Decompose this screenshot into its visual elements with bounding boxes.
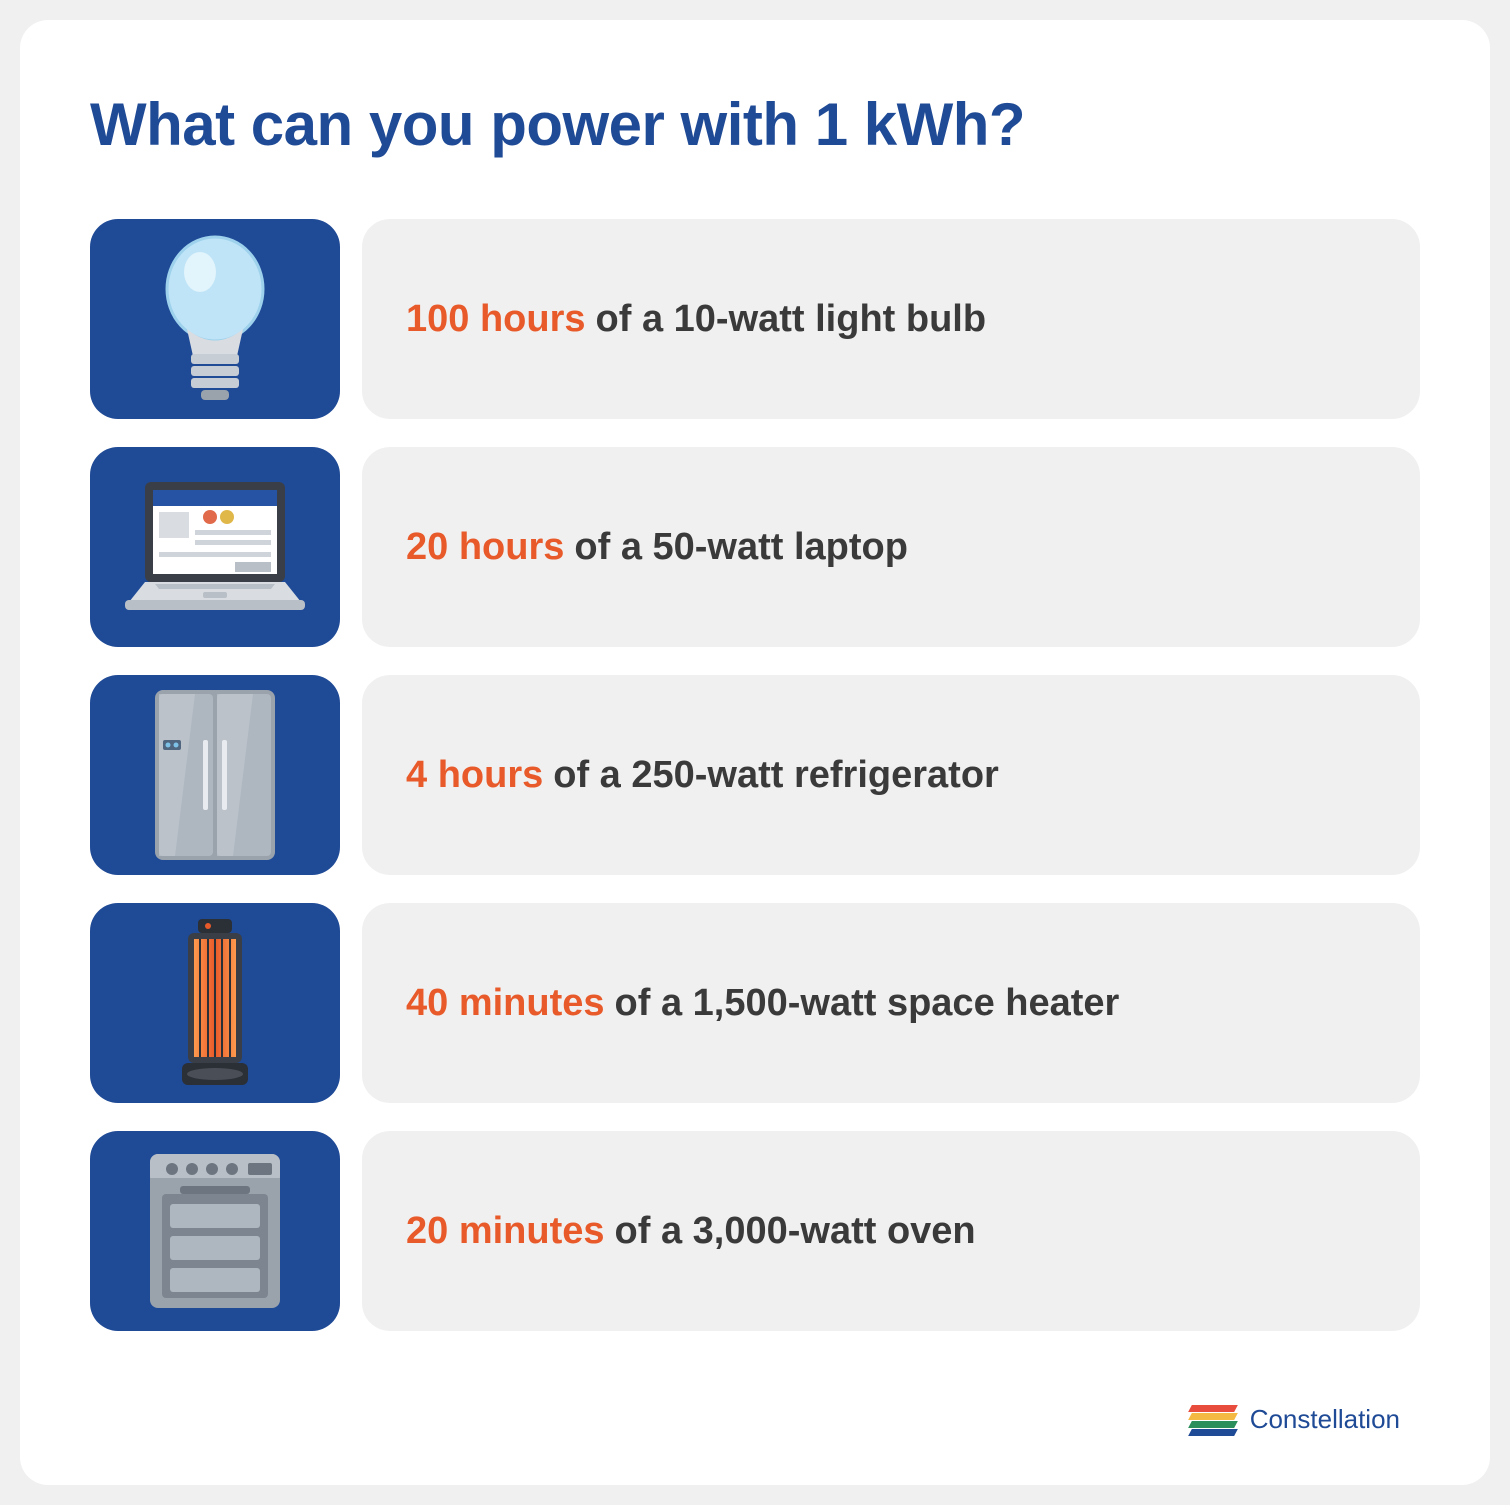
icon-box bbox=[90, 1131, 340, 1331]
icon-box bbox=[90, 903, 340, 1103]
constellation-logo-icon bbox=[1190, 1405, 1236, 1435]
item-text: 40 minutes of a 1,500-watt space heater bbox=[362, 903, 1420, 1103]
item-highlight: 100 hours bbox=[406, 298, 586, 341]
item-rest: of a 10-watt light bulb bbox=[596, 298, 987, 341]
item-rest: of a 1,500-watt space heater bbox=[615, 982, 1120, 1025]
heater-icon bbox=[170, 913, 260, 1093]
footer-logo: Constellation bbox=[1190, 1404, 1400, 1435]
icon-box bbox=[90, 219, 340, 419]
item-text: 20 hours of a 50-watt laptop bbox=[362, 447, 1420, 647]
lightbulb-icon bbox=[155, 234, 275, 404]
item-text: 4 hours of a 250-watt refrigerator bbox=[362, 675, 1420, 875]
logo-stripe bbox=[1188, 1405, 1238, 1412]
item-list: 100 hours of a 10-watt light bulb bbox=[90, 219, 1420, 1331]
item-rest: of a 250-watt refrigerator bbox=[553, 754, 999, 797]
oven-icon bbox=[140, 1146, 290, 1316]
item-highlight: 40 minutes bbox=[406, 982, 605, 1025]
item-rest: of a 50-watt laptop bbox=[574, 526, 908, 569]
refrigerator-icon bbox=[145, 685, 285, 865]
icon-box bbox=[90, 675, 340, 875]
logo-stripe bbox=[1188, 1429, 1238, 1436]
item-highlight: 20 hours bbox=[406, 526, 564, 569]
icon-box bbox=[90, 447, 340, 647]
item-highlight: 20 minutes bbox=[406, 1210, 605, 1253]
item-rest: of a 3,000-watt oven bbox=[615, 1210, 976, 1253]
page-title: What can you power with 1 kWh? bbox=[90, 90, 1420, 159]
logo-stripe bbox=[1188, 1421, 1238, 1428]
list-item: 20 hours of a 50-watt laptop bbox=[90, 447, 1420, 647]
laptop-icon bbox=[115, 472, 315, 622]
list-item: 20 minutes of a 3,000-watt oven bbox=[90, 1131, 1420, 1331]
logo-stripe bbox=[1188, 1413, 1238, 1420]
list-item: 40 minutes of a 1,500-watt space heater bbox=[90, 903, 1420, 1103]
brand-name: Constellation bbox=[1250, 1404, 1400, 1435]
infographic-card: What can you power with 1 kWh? 100 hours… bbox=[20, 20, 1490, 1485]
list-item: 100 hours of a 10-watt light bulb bbox=[90, 219, 1420, 419]
item-text: 20 minutes of a 3,000-watt oven bbox=[362, 1131, 1420, 1331]
list-item: 4 hours of a 250-watt refrigerator bbox=[90, 675, 1420, 875]
item-text: 100 hours of a 10-watt light bulb bbox=[362, 219, 1420, 419]
item-highlight: 4 hours bbox=[406, 754, 543, 797]
